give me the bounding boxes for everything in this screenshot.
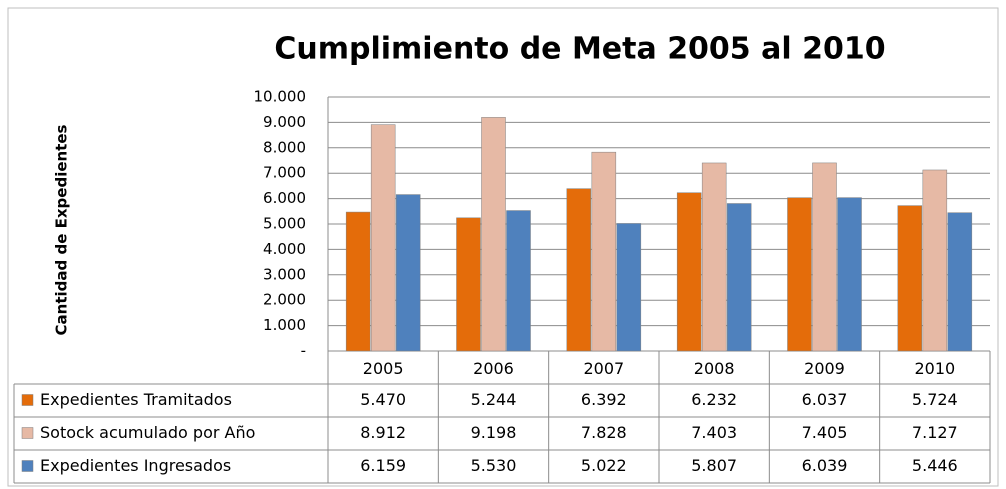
- bar: [506, 210, 531, 352]
- table-value: 6.039: [802, 456, 848, 475]
- bar: [345, 211, 371, 352]
- bar: [616, 223, 642, 352]
- y-axis-title: Cantidad de Expedientes: [53, 124, 71, 335]
- legend-key: [21, 460, 34, 472]
- bar: [456, 217, 481, 352]
- y-tick-label: 1.000: [263, 316, 306, 334]
- y-tick-label: 5.000: [263, 215, 306, 233]
- table-value: 7.828: [581, 423, 627, 442]
- bar: [395, 194, 421, 352]
- table-value: 5.470: [360, 390, 406, 409]
- table-value: 6.392: [581, 390, 627, 409]
- legend-label: Expedientes Tramitados: [40, 390, 232, 409]
- y-tick-label: 9.000: [263, 113, 306, 131]
- table-value: 5.724: [912, 390, 958, 409]
- x-tick-label: 2008: [694, 359, 735, 378]
- table-value: 6.232: [691, 390, 737, 409]
- table-value: 5.530: [471, 456, 517, 475]
- bar: [787, 197, 812, 352]
- table-value: 6.037: [802, 390, 848, 409]
- legend-label: Expedientes Ingresados: [40, 456, 231, 475]
- y-tick-label: 10.000: [254, 88, 307, 106]
- x-tick-label: 2005: [363, 359, 404, 378]
- bar: [897, 205, 923, 352]
- table-value: 7.127: [912, 423, 958, 442]
- chart-title: Cumplimiento de Meta 2005 al 2010: [274, 32, 885, 67]
- bar: [676, 192, 702, 352]
- bar: [481, 117, 506, 352]
- bar: [370, 124, 396, 352]
- table-value: 7.405: [802, 423, 848, 442]
- x-tick-label: 2006: [473, 359, 514, 378]
- legend-label: Sotock acumulado por Año: [40, 423, 255, 442]
- bar: [837, 197, 862, 352]
- bar: [726, 203, 752, 352]
- table-value: 5.807: [691, 456, 737, 475]
- y-tick-label: 3.000: [263, 265, 306, 283]
- bar: [947, 212, 973, 352]
- x-tick-label: 2010: [914, 359, 955, 378]
- y-tick-label: 6.000: [263, 189, 306, 207]
- x-tick-label: 2007: [583, 359, 624, 378]
- x-tick-label: 2009: [804, 359, 845, 378]
- y-tick-label: -: [301, 342, 306, 360]
- bar: [922, 169, 948, 352]
- bar: [591, 151, 617, 352]
- table-value: 8.912: [360, 423, 406, 442]
- y-tick-label: 4.000: [263, 240, 306, 258]
- legend-key: [21, 427, 34, 439]
- table-value: 6.159: [360, 456, 406, 475]
- y-tick-label: 7.000: [263, 164, 306, 182]
- legend-key: [21, 394, 34, 406]
- table-value: 5.446: [912, 456, 958, 475]
- y-tick-label: 8.000: [263, 138, 306, 156]
- bar: [701, 162, 727, 352]
- table-value: 9.198: [471, 423, 517, 442]
- bar: [812, 162, 837, 352]
- y-tick-label: 2.000: [263, 291, 306, 309]
- table-value: 5.244: [471, 390, 517, 409]
- bar: [566, 188, 592, 352]
- table-value: 5.022: [581, 456, 627, 475]
- table-value: 7.403: [691, 423, 737, 442]
